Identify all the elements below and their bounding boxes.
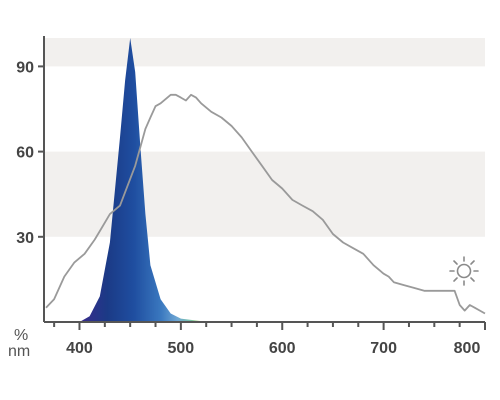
y-axis-unit-label: % bbox=[14, 327, 28, 344]
y-tick-label: 30 bbox=[16, 230, 34, 247]
x-tick-label: 500 bbox=[168, 340, 195, 357]
grid-band bbox=[44, 38, 485, 67]
x-tick-label: 700 bbox=[370, 340, 397, 357]
spectrum-area bbox=[79, 38, 485, 322]
x-axis-unit-label: nm bbox=[8, 343, 30, 360]
x-tick-label: 600 bbox=[269, 340, 296, 357]
grid-band bbox=[44, 151, 485, 237]
reference-line bbox=[45, 93, 486, 315]
y-tick-label: 60 bbox=[16, 145, 34, 162]
y-tick-label: 90 bbox=[16, 59, 34, 76]
axis-ticks: 30 60 90 400 500 600 700 800 bbox=[16, 59, 486, 357]
x-tick-label: 400 bbox=[66, 340, 93, 357]
sun-icon bbox=[449, 256, 479, 286]
grid-bands bbox=[44, 38, 485, 237]
axes bbox=[43, 36, 485, 323]
x-tick-label: 800 bbox=[454, 340, 481, 357]
